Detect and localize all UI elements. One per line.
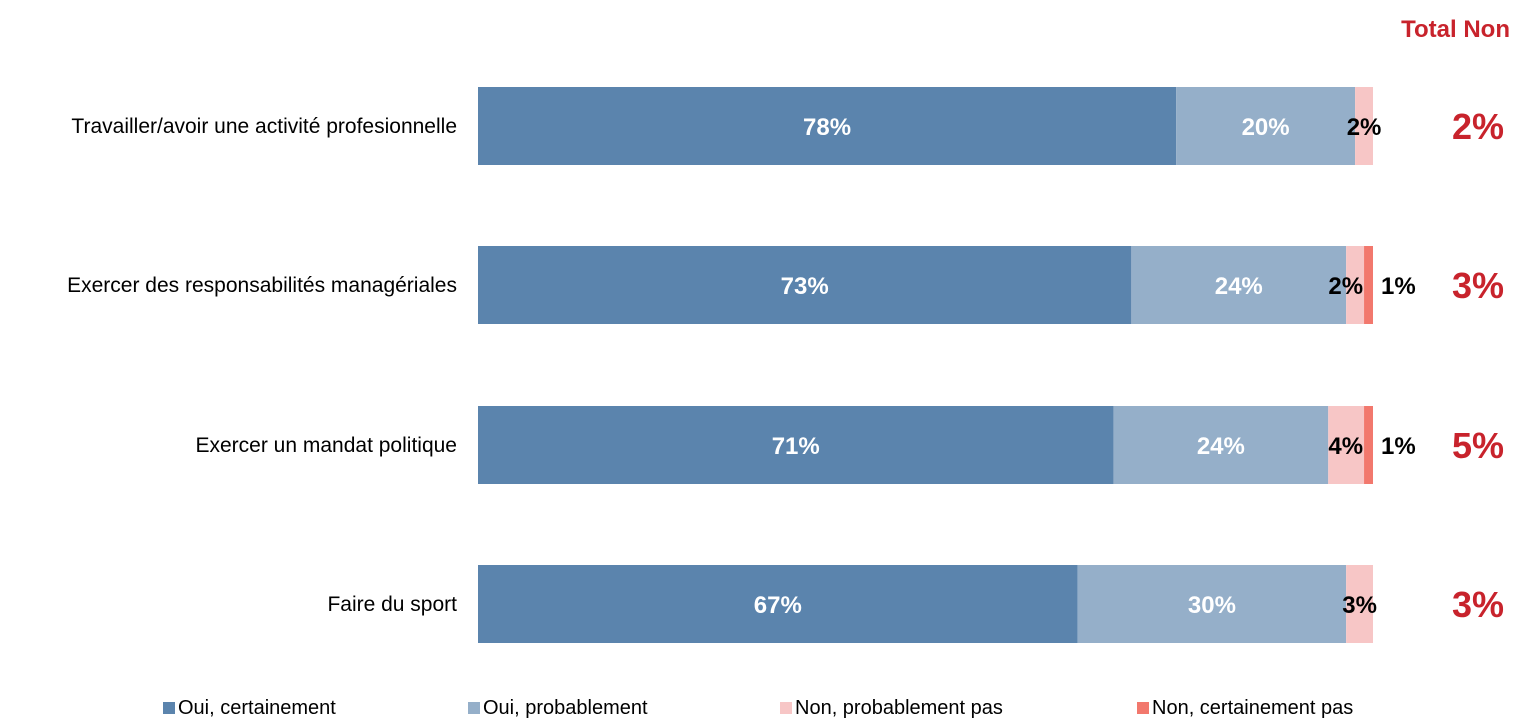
legend-swatch (1137, 702, 1149, 714)
bar-segment (1176, 87, 1356, 165)
category-label: Exercer des responsabilités managériales (67, 274, 457, 297)
legend-label: Non, probablement pas (795, 697, 1003, 718)
legend-label: Non, certainement pas (1152, 697, 1353, 718)
data-label: 2% (1347, 114, 1382, 141)
bar-segment (478, 87, 1177, 165)
category-label: Exercer un mandat politique (196, 434, 458, 457)
legend-swatch (163, 702, 175, 714)
total-non-values: 2% 3% 5% 3% (1452, 106, 1504, 625)
legend-item: Oui, certainement (163, 697, 336, 718)
data-label: 3% (1342, 592, 1377, 619)
data-label: 78% (803, 114, 851, 141)
bar-segment (1328, 406, 1365, 484)
data-label: 20% (1242, 114, 1290, 141)
bar-segment (1113, 406, 1329, 484)
bar-segment (478, 246, 1132, 324)
legend-item: Non, probablement pas (780, 697, 1003, 718)
bar-segment (1346, 565, 1373, 643)
bar-segment (1346, 246, 1365, 324)
data-label: 4% (1328, 433, 1363, 460)
total-non-value: 5% (1452, 425, 1504, 466)
segment-data-labels: 78% 20% 2% 73% 24% 2% 1% 71% 24% 4% 1% 67% 30% 3% (754, 114, 1416, 619)
bar-segment (1364, 406, 1373, 484)
legend-item: Non, certainement pas (1137, 697, 1353, 718)
total-non-header: Total Non (1401, 16, 1510, 43)
legend-label: Oui, certainement (178, 697, 336, 718)
total-non-value: 3% (1452, 584, 1504, 625)
data-label: 30% (1188, 592, 1236, 619)
bar-segment (478, 565, 1078, 643)
data-label: 24% (1215, 273, 1263, 300)
legend-swatch (780, 702, 792, 714)
category-labels: Travailler/avoir une activité profesionn… (67, 115, 457, 616)
data-label: 71% (772, 433, 820, 460)
category-label: Faire du sport (327, 593, 457, 616)
total-non-value: 3% (1452, 265, 1504, 306)
data-label: 1% (1381, 273, 1416, 300)
bar-segment (1364, 246, 1373, 324)
legend-swatch (468, 702, 480, 714)
data-label: 1% (1381, 433, 1416, 460)
data-label: 73% (781, 273, 829, 300)
category-label: Travailler/avoir une activité profesionn… (71, 115, 457, 138)
bar-segment (478, 406, 1114, 484)
bar-segment (1131, 246, 1347, 324)
bar-segments (478, 87, 1373, 643)
data-label: 67% (754, 592, 802, 619)
data-label: 2% (1328, 273, 1363, 300)
legend-item: Oui, probablement (468, 697, 648, 718)
legend-label: Oui, probablement (483, 697, 648, 718)
total-non-value: 2% (1452, 106, 1504, 147)
bar-segment (1355, 87, 1373, 165)
data-label: 24% (1197, 433, 1245, 460)
bar-segment (1077, 565, 1347, 643)
legend: Oui, certainement Oui, probablement Non, p… (163, 697, 1353, 718)
